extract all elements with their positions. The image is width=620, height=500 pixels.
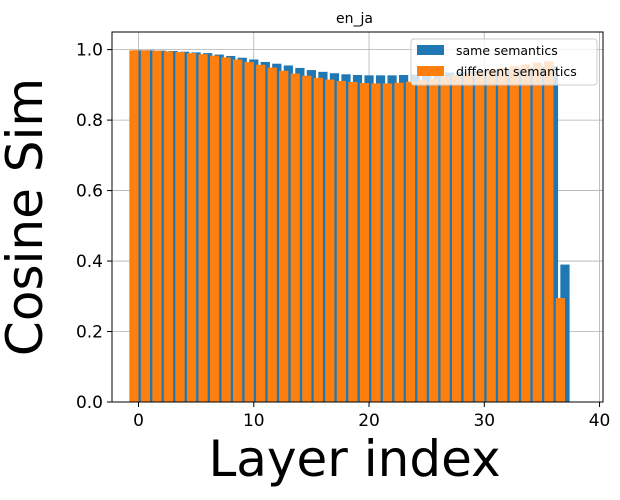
bar-same-semantics — [214, 54, 224, 403]
bar-different-semantics — [325, 79, 335, 403]
bar-different-semantics — [382, 83, 393, 402]
bar-same-semantics — [445, 72, 455, 403]
x-tick-label: 40 — [589, 411, 611, 431]
bar-different-semantics — [152, 50, 162, 403]
legend-swatch-same-semantics — [417, 45, 444, 55]
bar-different-semantics — [348, 82, 358, 403]
x-axis-label: Layer index — [208, 430, 500, 488]
bar-different-semantics — [532, 62, 542, 403]
bar-different-semantics — [209, 55, 220, 402]
legend-swatch-different-semantics — [417, 66, 444, 76]
bar-different-semantics — [405, 81, 416, 402]
bar-different-semantics — [475, 71, 485, 402]
bar-different-semantics — [221, 57, 231, 402]
bar-different-semantics — [452, 74, 462, 402]
y-tick-label: 0.6 — [76, 182, 103, 202]
bar-same-semantics — [433, 73, 443, 402]
legend-label-different-semantics: different semantics — [456, 64, 577, 79]
bars — [129, 50, 570, 403]
bar-different-semantics — [279, 70, 289, 402]
tick-labels: 0 10 20 30 40 0.0 0.2 0.4 0.6 0.8 1.0 — [76, 41, 610, 431]
bar-different-semantics — [509, 66, 519, 402]
bar-different-semantics — [555, 298, 565, 402]
bar-different-semantics — [371, 83, 381, 402]
bar-different-semantics — [233, 59, 243, 402]
bar-different-semantics — [256, 64, 266, 403]
bar-different-semantics — [486, 69, 496, 402]
bar-different-semantics — [359, 83, 370, 402]
x-tick-label: 10 — [243, 411, 265, 431]
bar-different-semantics — [544, 61, 554, 402]
y-tick-label: 0.2 — [76, 323, 103, 343]
bar-same-semantics — [133, 50, 144, 402]
bar-different-semantics — [440, 76, 450, 402]
bar-different-semantics — [428, 78, 439, 402]
y-tick-label: 0.8 — [76, 111, 103, 131]
y-tick-label: 0.4 — [76, 252, 103, 272]
bar-different-semantics — [163, 51, 174, 402]
bar-different-semantics — [302, 75, 312, 402]
legend-label-same-semantics: same semantics — [456, 43, 558, 58]
bar-different-semantics — [198, 54, 208, 402]
bar-same-semantics — [226, 55, 236, 402]
x-tick-label: 30 — [473, 411, 495, 431]
bar-different-semantics — [140, 50, 151, 402]
bar-different-semantics — [244, 61, 254, 402]
bar-different-semantics — [394, 82, 404, 402]
bar-different-semantics — [129, 50, 139, 402]
bar-different-semantics — [521, 64, 531, 403]
tick-marks — [107, 49, 601, 407]
plot-frame — [111, 31, 604, 403]
legend-box — [410, 38, 598, 86]
bar-different-semantics — [267, 67, 277, 402]
chart-title: en_ja — [336, 11, 373, 27]
bar-different-semantics — [498, 67, 508, 402]
y-tick-label: 0.0 — [76, 393, 103, 413]
bar-different-semantics — [463, 73, 473, 402]
legend: same semantics different semantics — [410, 38, 598, 86]
x-tick-label: 0 — [133, 411, 144, 431]
bar-different-semantics — [336, 80, 346, 402]
bar-different-semantics — [186, 53, 197, 403]
bar-different-semantics — [313, 77, 323, 403]
bar-different-semantics — [417, 80, 427, 403]
x-tick-label: 20 — [358, 411, 380, 431]
y-tick-label: 1.0 — [76, 41, 103, 61]
bar-different-semantics — [290, 73, 300, 402]
bar-different-semantics — [175, 52, 185, 402]
y-axis-label: Cosine Sim — [0, 78, 54, 356]
